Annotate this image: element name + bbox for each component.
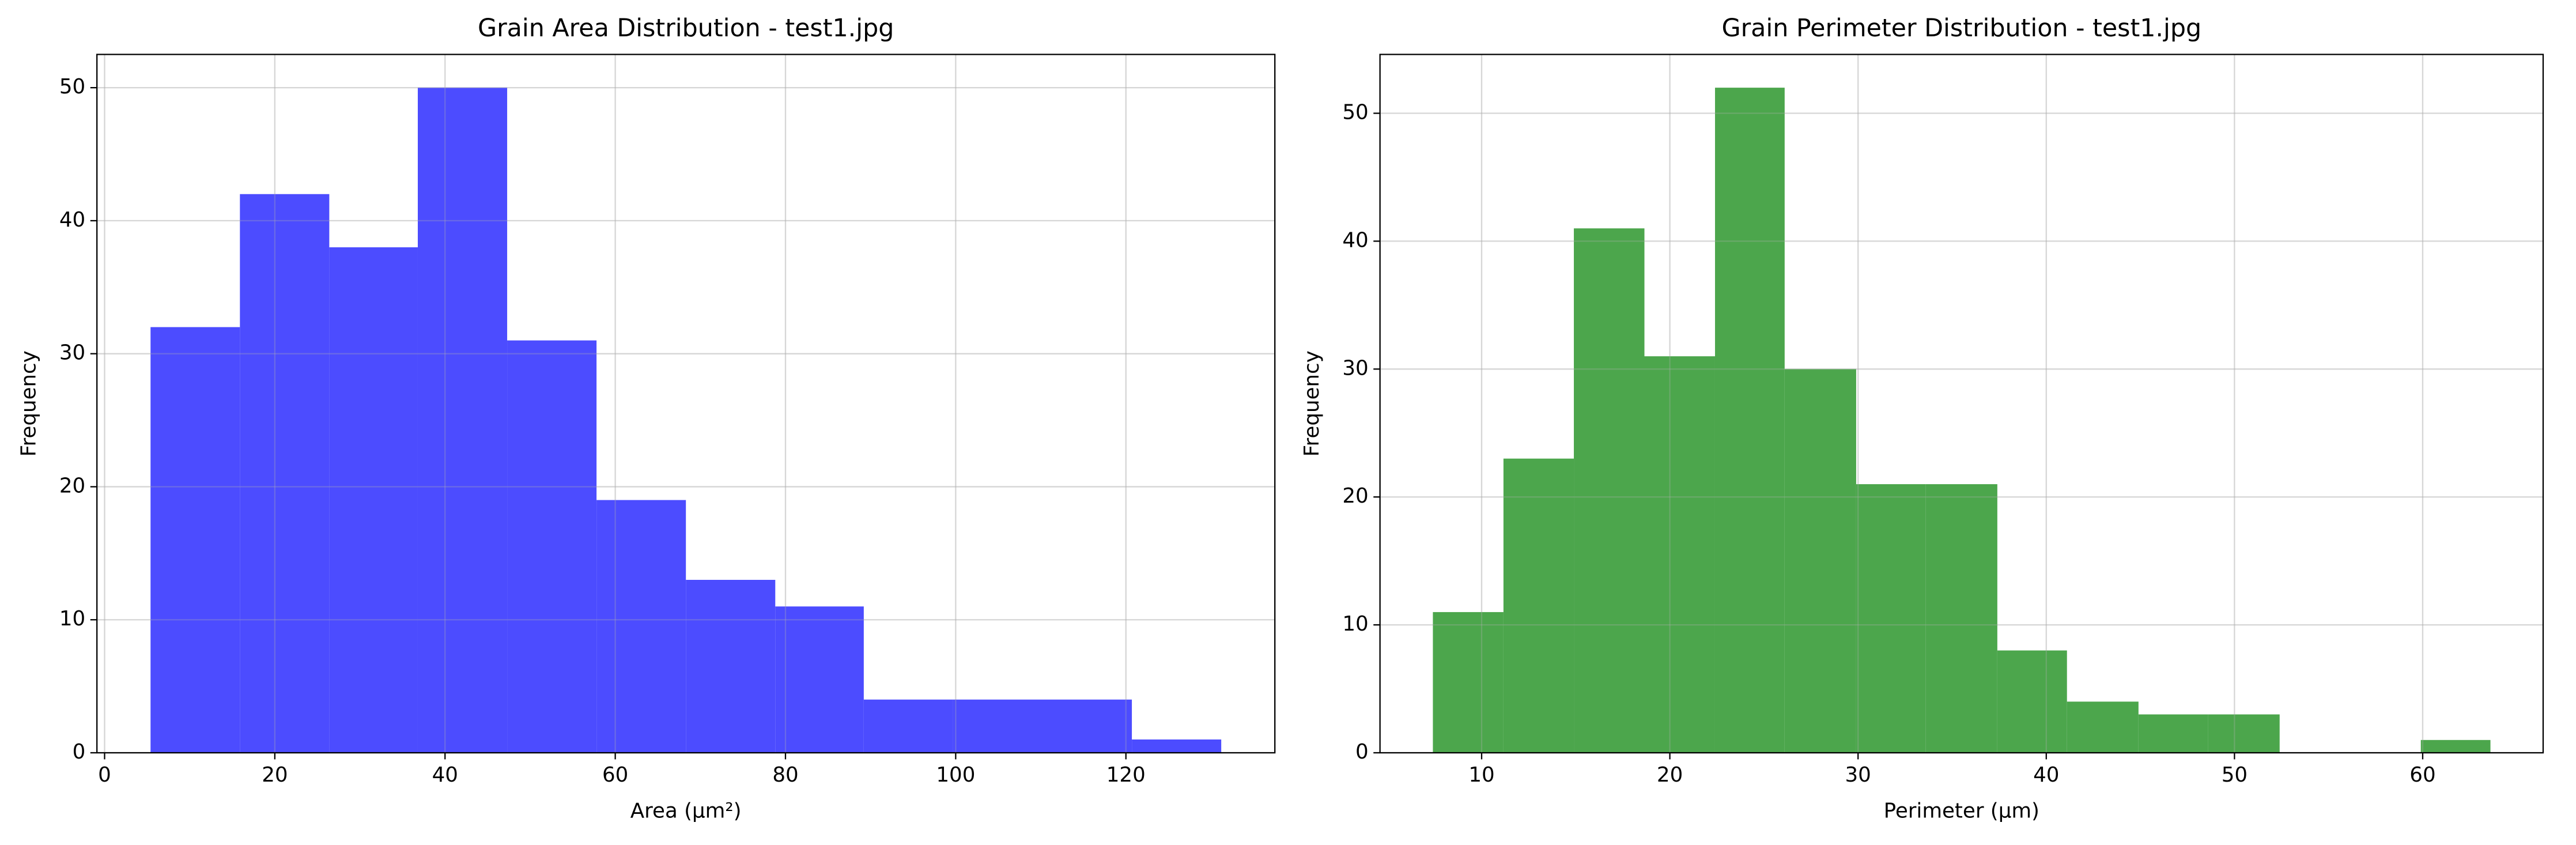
- y-tick-label: 0: [73, 740, 86, 764]
- chart-title: Grain Area Distribution - test1.jpg: [478, 14, 894, 43]
- x-tick-label: 100: [936, 763, 975, 787]
- x-tick-label: 20: [1657, 763, 1683, 787]
- y-tick-label: 40: [1342, 228, 1368, 252]
- bar: [596, 500, 686, 753]
- bar: [507, 340, 597, 753]
- x-tick-label: 50: [2222, 763, 2248, 787]
- bar: [1574, 228, 1645, 753]
- bar: [1644, 356, 1715, 753]
- x-tick-label: 120: [1106, 763, 1146, 787]
- bar: [1714, 88, 1785, 753]
- bar: [1925, 484, 1997, 753]
- y-tick-label: 50: [1342, 101, 1368, 125]
- chart-title: Grain Perimeter Distribution - test1.jpg: [1721, 14, 2201, 43]
- bar: [240, 194, 330, 753]
- y-tick-label: 20: [59, 474, 85, 497]
- y-axis-label: Frequency: [17, 350, 40, 457]
- bar: [1433, 612, 1504, 753]
- bar: [775, 606, 864, 753]
- y-axis-label: Frequency: [1300, 350, 1324, 457]
- bar: [329, 247, 418, 753]
- y-tick-label: 30: [1342, 356, 1368, 380]
- bar: [2138, 714, 2208, 753]
- bar: [1503, 458, 1574, 753]
- bar: [953, 699, 1043, 753]
- bar: [150, 327, 240, 753]
- bar: [417, 88, 508, 753]
- bar: [1132, 739, 1222, 753]
- x-tick-label: 0: [98, 763, 111, 787]
- bar: [2420, 740, 2491, 753]
- bar: [2067, 701, 2139, 753]
- y-tick-label: 30: [59, 341, 85, 365]
- bar: [1856, 484, 1926, 753]
- x-tick-label: 40: [432, 763, 458, 787]
- y-tick-label: 0: [1355, 740, 1369, 764]
- bar: [1043, 699, 1132, 753]
- bar: [1997, 650, 2067, 753]
- axes-frame: [1379, 54, 2544, 754]
- x-axis-label: Area (µm²): [630, 799, 742, 823]
- y-tick-label: 40: [59, 208, 85, 232]
- x-tick-label: 30: [1845, 763, 1871, 787]
- y-tick-label: 20: [1342, 484, 1368, 508]
- x-tick-label: 60: [602, 763, 628, 787]
- x-axis-label: Perimeter (µm): [1884, 799, 2039, 823]
- y-tick-label: 50: [59, 75, 85, 99]
- x-tick-label: 80: [772, 763, 798, 787]
- bar: [863, 699, 953, 753]
- axes-frame: [96, 54, 1276, 754]
- bar: [1784, 369, 1856, 753]
- bar: [686, 579, 776, 753]
- x-tick-label: 60: [2409, 763, 2435, 787]
- x-tick-label: 10: [1468, 763, 1494, 787]
- x-tick-label: 20: [262, 763, 288, 787]
- y-tick-label: 10: [1342, 612, 1368, 636]
- y-tick-label: 10: [59, 607, 85, 631]
- x-tick-label: 40: [2033, 763, 2059, 787]
- bar: [2208, 714, 2280, 753]
